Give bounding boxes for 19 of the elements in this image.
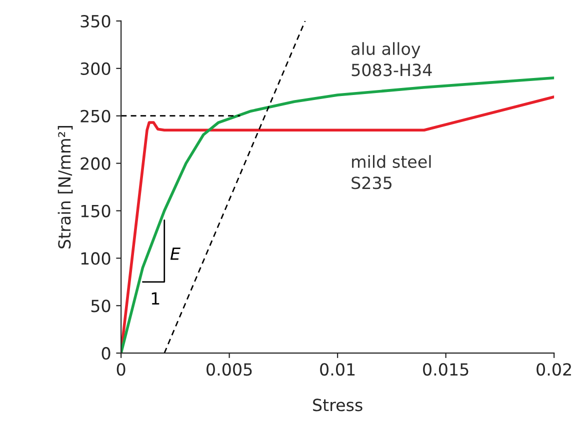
x-tick-label: 0 [116, 363, 126, 376]
annotation: E [170, 248, 180, 260]
y-tick-label: 100 [81, 252, 110, 265]
y-tick-label: 0 [102, 347, 110, 360]
x-tick-label: 0.01 [320, 363, 355, 376]
x-tick-label: 0.005 [206, 363, 252, 376]
annotation: alu alloy 5083-H34 [352, 42, 432, 76]
y-tick-label: 300 [80, 62, 110, 75]
y-tick-label: 200 [80, 157, 110, 170]
y-tick-label: 350 [80, 14, 110, 28]
x-tick-label: 0.02 [536, 363, 571, 376]
y-tick-label: 150 [81, 204, 110, 218]
x-axis-title: Stress [313, 398, 362, 412]
y-axis-title: Strain [N/mm²] [58, 126, 73, 248]
annotation: 1 [152, 292, 160, 305]
x-tick-label: 0.015 [423, 363, 468, 376]
annotation: mild steel S235 [352, 155, 431, 190]
y-tick-label: 50 [91, 300, 110, 312]
y-tick-label: 250 [80, 110, 110, 122]
